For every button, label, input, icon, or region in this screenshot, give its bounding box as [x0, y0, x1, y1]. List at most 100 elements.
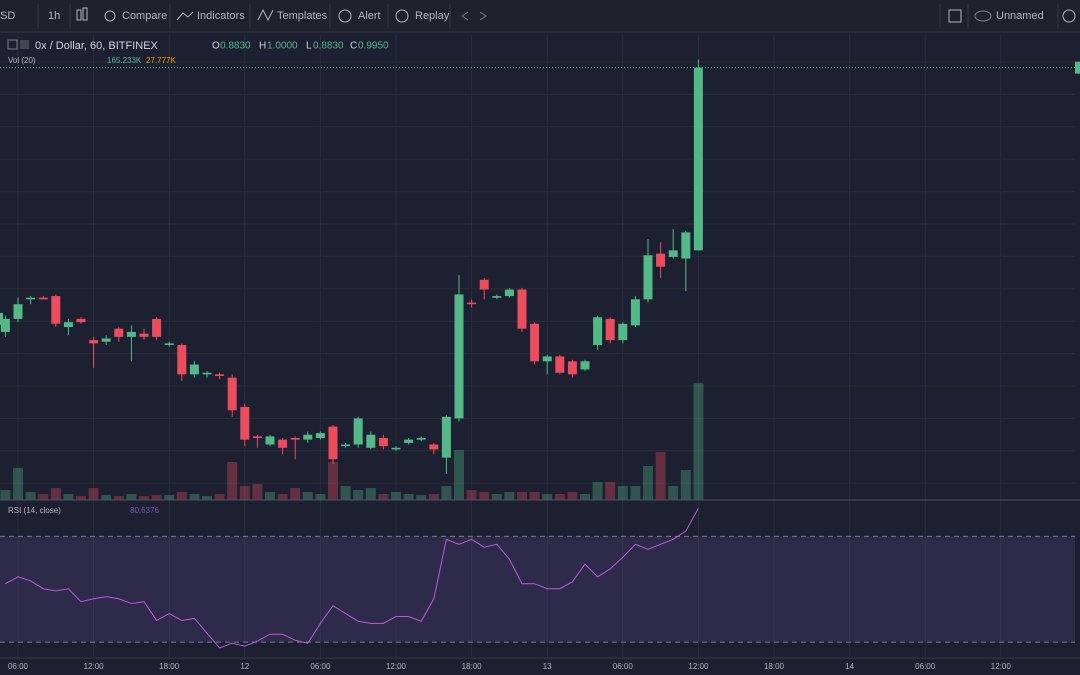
- volume-bar: [605, 482, 616, 500]
- time-label: 06:00: [613, 662, 634, 671]
- indicators-button[interactable]: Indicators: [197, 10, 245, 22]
- candle-body: [668, 250, 678, 257]
- volume-bar: [239, 485, 250, 500]
- candle-body: [328, 426, 338, 460]
- candle-body: [164, 343, 174, 345]
- candle-body: [51, 296, 61, 324]
- volume-bar: [517, 492, 527, 500]
- volume-bar: [214, 493, 225, 500]
- candle-body: [101, 338, 111, 342]
- candle-body: [38, 297, 48, 300]
- candle-body: [504, 289, 514, 297]
- templates-button[interactable]: Templates: [277, 10, 328, 22]
- compare-button[interactable]: Compare: [122, 10, 167, 22]
- volume-bar: [617, 485, 628, 500]
- alert-button[interactable]: Alert: [358, 10, 381, 22]
- volume-bar: [630, 485, 641, 500]
- volume-bar: [63, 493, 74, 500]
- candle-body: [681, 232, 691, 259]
- indicators-icon[interactable]: [176, 11, 194, 21]
- time-label: 12: [240, 662, 249, 671]
- candle-body: [353, 418, 363, 445]
- candle-body: [278, 439, 288, 448]
- collapse-icon[interactable]: [7, 39, 18, 50]
- volume-bar: [265, 492, 275, 500]
- candle-body: [152, 318, 162, 337]
- candle-body: [189, 364, 199, 375]
- volume-bar: [113, 496, 124, 500]
- legend-key: O: [212, 41, 220, 52]
- candle-body: [114, 328, 124, 337]
- time-label: 12:00: [991, 662, 1012, 671]
- toolbar-separators: [37, 4, 1059, 28]
- symbol-icon: [20, 40, 29, 49]
- plot: [0, 59, 1080, 649]
- candle-body: [303, 434, 313, 440]
- volume-bar: [189, 493, 200, 500]
- layout-name[interactable]: Unnamed: [996, 10, 1044, 22]
- cloud-icon[interactable]: [974, 10, 992, 22]
- candle-body: [366, 434, 376, 448]
- last-price-marker: [1075, 61, 1080, 74]
- candle-body: [341, 444, 351, 447]
- candle-body: [227, 377, 237, 411]
- time-label: 06:00: [915, 662, 936, 671]
- volume-bar: [328, 461, 338, 500]
- compare-icon[interactable]: [104, 10, 116, 22]
- volume-bar: [491, 493, 502, 500]
- time-label: 06:00: [8, 662, 29, 671]
- volume-bar: [340, 485, 351, 500]
- replay-button[interactable]: Replay: [415, 10, 450, 22]
- alert-icon[interactable]: [338, 9, 352, 23]
- candle-body: [618, 323, 628, 341]
- volume-bar: [302, 492, 313, 500]
- undo-redo[interactable]: [461, 11, 487, 21]
- chart-legend-symbol[interactable]: 0x / Dollar, 60, BITFINEX: [35, 40, 159, 52]
- interval[interactable]: 1h: [48, 10, 60, 22]
- templates-icon[interactable]: [257, 8, 274, 22]
- legend-key: C: [350, 41, 357, 52]
- candle-body: [202, 372, 212, 375]
- grid: [0, 35, 1075, 658]
- volume-value: 165.233K: [107, 56, 142, 65]
- time-label: 18:00: [462, 662, 483, 671]
- replay-icon[interactable]: [395, 9, 409, 23]
- candle-body: [567, 361, 577, 375]
- volume-bar: [88, 488, 99, 500]
- volume-bar: [680, 469, 691, 500]
- candle-body: [252, 436, 262, 438]
- volume-bar: [454, 450, 464, 500]
- volume-bar: [592, 482, 603, 500]
- settings-icon[interactable]: [1062, 9, 1076, 23]
- volume-bar: [76, 496, 86, 500]
- candle-body: [467, 302, 477, 305]
- volume-bar: [38, 493, 49, 500]
- time-label: 18:00: [159, 662, 180, 671]
- volume-bar: [227, 461, 238, 500]
- volume-ma: 27.777K: [146, 56, 176, 65]
- rsi-legend[interactable]: RSI (14, close): [8, 506, 61, 515]
- candle-body: [643, 255, 653, 300]
- fullscreen-icon[interactable]: [948, 9, 962, 23]
- candle-body: [63, 322, 73, 328]
- symbol[interactable]: SD: [0, 10, 15, 22]
- time-label: 12:00: [386, 662, 407, 671]
- volume-legend[interactable]: Vol (20): [8, 56, 36, 65]
- volume-bar: [315, 493, 326, 500]
- candle-body: [126, 331, 136, 337]
- volume-bar: [504, 492, 515, 500]
- candle-body: [177, 345, 187, 375]
- time-label: 14: [845, 662, 854, 671]
- legend-open: 0.8830: [220, 41, 251, 52]
- volume-bar: [176, 492, 187, 500]
- candle-icon[interactable]: [76, 7, 88, 21]
- volume-bar: [13, 468, 23, 500]
- volume-bar: [542, 493, 553, 500]
- candle-body: [630, 299, 640, 326]
- volume-bar: [365, 488, 376, 500]
- volume-bar: [101, 494, 112, 500]
- candle-body: [479, 279, 489, 290]
- candle-body: [416, 438, 426, 440]
- volume-bar: [655, 452, 666, 500]
- candle-body: [593, 317, 603, 345]
